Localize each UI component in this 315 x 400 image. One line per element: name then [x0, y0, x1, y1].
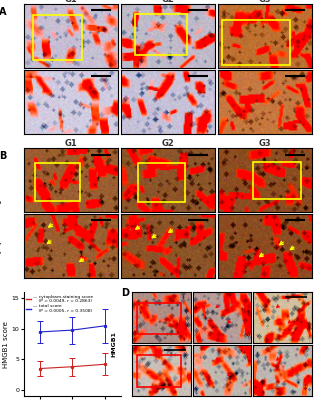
- Bar: [35, 164, 80, 200]
- Title: G3: G3: [258, 0, 271, 4]
- Title: G2: G2: [161, 139, 174, 148]
- Bar: [135, 14, 186, 55]
- Text: HMGB1: HMGB1: [112, 331, 117, 357]
- Bar: [138, 163, 185, 202]
- Title: G1: G1: [64, 0, 77, 4]
- Title: G2: G2: [161, 0, 174, 4]
- Y-axis label: HMGB1 score: HMGB1 score: [3, 321, 9, 368]
- Legend: — cytoplasm-staining score
    (P = 0.0049, r = 0.2863), — total score
    (P = : — cytoplasm-staining score (P = 0.0049, …: [26, 294, 93, 313]
- Text: HMGB1: HMGB1: [0, 56, 2, 82]
- Text: Cytoplasm-staining of HMGB1: Cytoplasm-staining of HMGB1: [0, 169, 2, 257]
- Text: D: D: [121, 288, 129, 298]
- Title: G3: G3: [258, 139, 271, 148]
- Text: B: B: [0, 151, 7, 161]
- Bar: [137, 302, 181, 334]
- Text: A: A: [0, 6, 7, 16]
- Title: G1: G1: [64, 139, 77, 148]
- Bar: [137, 355, 181, 387]
- Bar: [33, 16, 82, 60]
- Bar: [254, 162, 301, 199]
- Bar: [222, 20, 290, 65]
